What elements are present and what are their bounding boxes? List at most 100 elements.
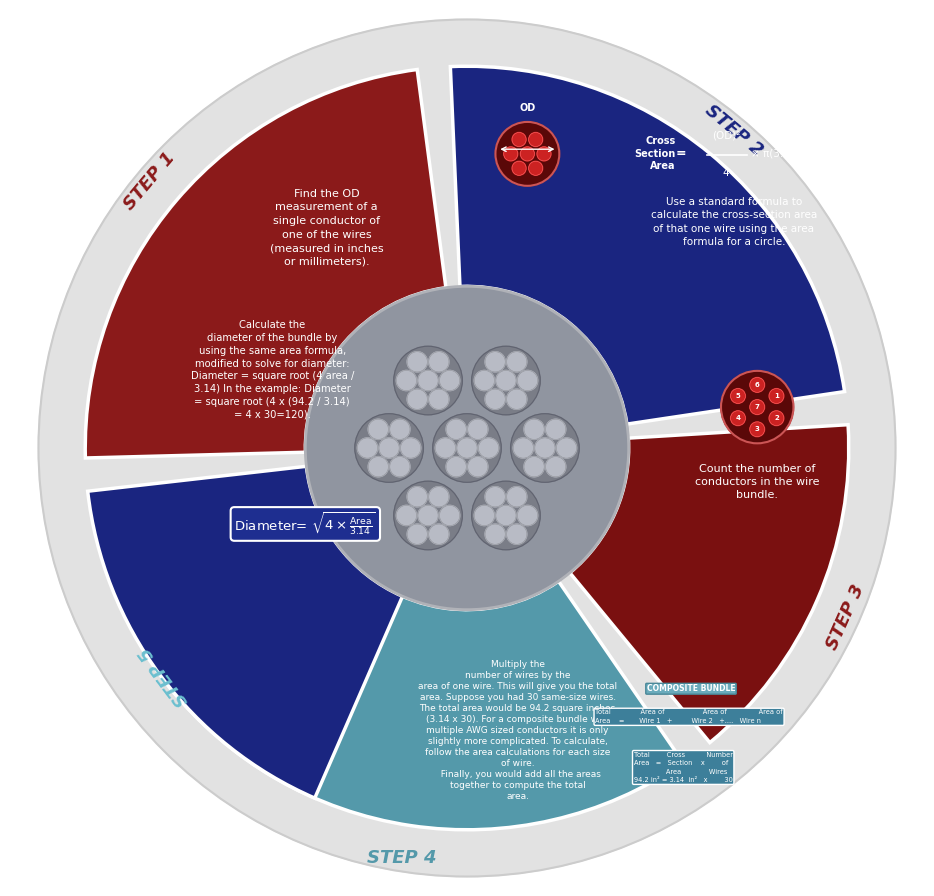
Circle shape — [506, 524, 527, 544]
Circle shape — [557, 438, 576, 458]
Circle shape — [511, 414, 579, 482]
Text: Count the number of
conductors in the wire
bundle.: Count the number of conductors in the wi… — [695, 464, 819, 501]
Circle shape — [496, 505, 517, 526]
Circle shape — [435, 438, 456, 458]
Circle shape — [503, 147, 517, 161]
Circle shape — [485, 352, 505, 372]
Circle shape — [512, 133, 526, 147]
Text: 1: 1 — [774, 393, 779, 399]
Circle shape — [432, 414, 502, 482]
Text: (OD)²: (OD)² — [712, 130, 741, 141]
Circle shape — [545, 419, 566, 439]
Circle shape — [485, 487, 505, 507]
Text: Diameter= $\sqrt{4 \times \frac{\mathrm{Area}}{3.14}}$: Diameter= $\sqrt{4 \times \frac{\mathrm{… — [234, 511, 376, 537]
Circle shape — [769, 389, 784, 403]
Text: 7: 7 — [755, 404, 759, 410]
Text: Use a standard formula to
calculate the cross-section area
of that one wire usin: Use a standard formula to calculate the … — [651, 197, 817, 247]
Wedge shape — [85, 70, 446, 458]
Circle shape — [524, 419, 545, 439]
Circle shape — [513, 438, 533, 458]
Text: Cross
Section
Area: Cross Section Area — [634, 136, 675, 171]
Text: =: = — [675, 147, 686, 160]
Circle shape — [529, 133, 543, 147]
Circle shape — [517, 505, 538, 526]
Circle shape — [417, 505, 438, 526]
Text: 2: 2 — [774, 415, 779, 421]
Circle shape — [750, 422, 765, 436]
Wedge shape — [450, 66, 844, 424]
Text: STEP 2: STEP 2 — [701, 101, 766, 159]
Circle shape — [396, 370, 417, 391]
Circle shape — [407, 389, 428, 409]
Text: Total              Area of                  Area of               Area of
Area  : Total Area of Area of Area of Area — [595, 710, 783, 724]
Circle shape — [429, 524, 449, 544]
Text: Calculate the
diameter of the bundle by
using the same area formula,
modified to: Calculate the diameter of the bundle by … — [191, 320, 354, 420]
Circle shape — [721, 371, 794, 444]
Circle shape — [389, 457, 410, 477]
Text: STEP 5: STEP 5 — [135, 643, 191, 710]
Text: 6: 6 — [755, 382, 759, 388]
Circle shape — [750, 400, 765, 415]
Text: 3: 3 — [755, 426, 759, 432]
Circle shape — [524, 457, 545, 477]
Circle shape — [440, 505, 460, 526]
Circle shape — [495, 122, 559, 185]
Circle shape — [429, 352, 449, 372]
Text: 4: 4 — [735, 415, 741, 421]
Circle shape — [545, 457, 566, 477]
Circle shape — [750, 377, 765, 392]
Circle shape — [512, 161, 526, 176]
Circle shape — [468, 457, 488, 477]
Circle shape — [468, 419, 488, 439]
Circle shape — [355, 414, 423, 482]
Text: STEP 4: STEP 4 — [367, 849, 437, 866]
Text: 4: 4 — [723, 168, 729, 178]
Text: STEP 1: STEP 1 — [120, 149, 178, 214]
Circle shape — [446, 419, 466, 439]
Circle shape — [379, 438, 399, 458]
Wedge shape — [168, 548, 684, 830]
Circle shape — [506, 389, 527, 409]
Circle shape — [730, 389, 745, 403]
Circle shape — [440, 370, 460, 391]
Circle shape — [506, 487, 527, 507]
Circle shape — [730, 410, 745, 426]
Text: Find the OD
measurement of a
single conductor of
one of the wires
(measured in i: Find the OD measurement of a single cond… — [270, 189, 384, 267]
Text: COMPOSITE BUNDLE: COMPOSITE BUNDLE — [646, 685, 735, 694]
Circle shape — [368, 419, 389, 439]
Circle shape — [38, 20, 896, 876]
Circle shape — [401, 438, 421, 458]
Circle shape — [457, 438, 477, 458]
Circle shape — [407, 524, 428, 544]
Circle shape — [485, 389, 505, 409]
Circle shape — [535, 438, 555, 458]
Text: Multiply the
number of wires by the
area of one wire. This will give you the tot: Multiply the number of wires by the area… — [418, 660, 617, 801]
Circle shape — [472, 346, 540, 415]
Circle shape — [529, 161, 543, 176]
Circle shape — [305, 287, 629, 609]
Circle shape — [389, 419, 410, 439]
Circle shape — [407, 352, 428, 372]
Circle shape — [446, 457, 466, 477]
Circle shape — [506, 352, 527, 372]
Text: OD: OD — [519, 103, 535, 114]
Text: Total        Cross          Number
Area   =   Section    x        of
           : Total Cross Number Area = Section x of — [633, 752, 732, 783]
Circle shape — [417, 370, 438, 391]
Circle shape — [496, 370, 517, 391]
Circle shape — [485, 524, 505, 544]
Circle shape — [407, 487, 428, 507]
Circle shape — [472, 481, 540, 550]
Circle shape — [358, 438, 377, 458]
Circle shape — [537, 147, 551, 161]
Wedge shape — [570, 425, 849, 743]
Text: 5: 5 — [736, 393, 741, 399]
Circle shape — [394, 346, 462, 415]
Circle shape — [474, 370, 494, 391]
Circle shape — [769, 410, 784, 426]
Text: STEP 3: STEP 3 — [824, 582, 869, 652]
Circle shape — [429, 487, 449, 507]
Circle shape — [368, 457, 389, 477]
Wedge shape — [88, 466, 403, 798]
Text: × π(3.14): × π(3.14) — [751, 149, 800, 159]
Circle shape — [429, 389, 449, 409]
